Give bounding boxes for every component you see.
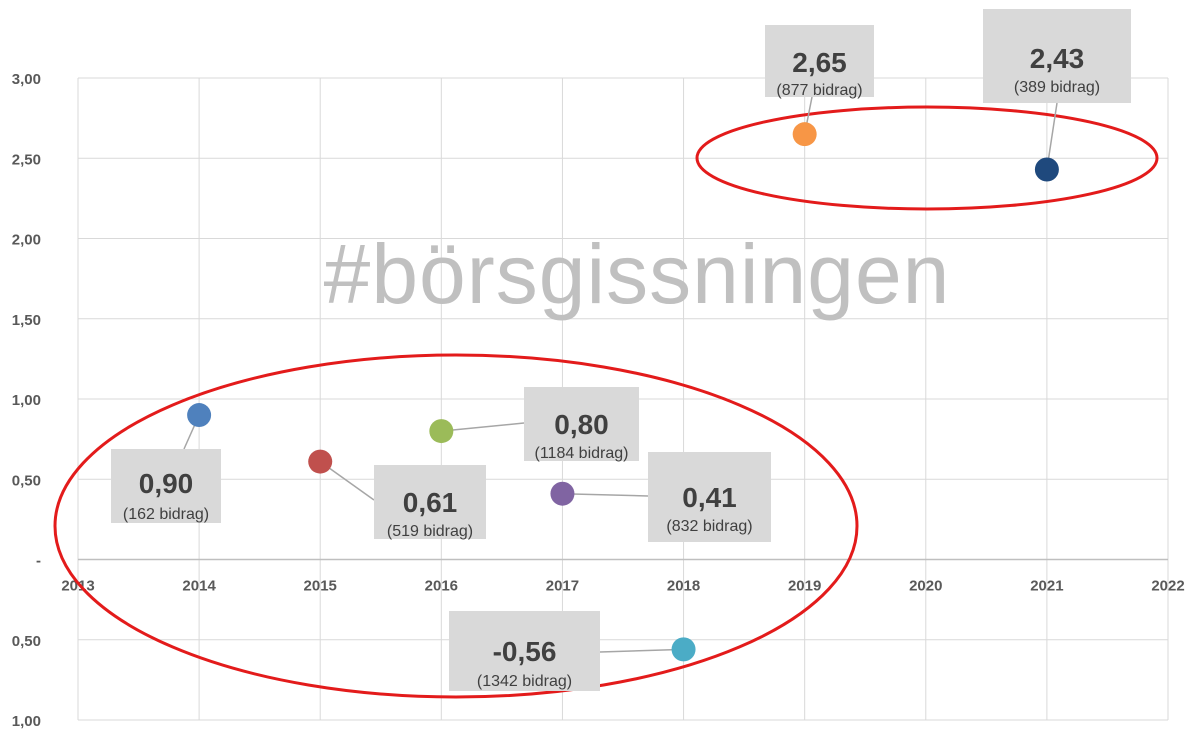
leader-line	[599, 648, 684, 653]
x-tick-label: 2022	[1151, 578, 1184, 595]
y-tick-label: 1,00	[12, 392, 41, 409]
data-point	[308, 449, 333, 474]
x-tick-label: 2014	[182, 578, 216, 595]
y-tick-label: 2,00	[12, 232, 41, 249]
data-label-count: (519 bidrag)	[387, 523, 473, 540]
data-point	[429, 419, 454, 444]
data-label-box	[983, 9, 1131, 103]
data-point	[792, 122, 817, 147]
x-tick-label: 2017	[546, 578, 579, 595]
x-tick-label: 2019	[788, 578, 821, 595]
data-label-count: (832 bidrag)	[666, 518, 752, 535]
data-point	[1034, 157, 1059, 182]
x-tick-label: 2016	[425, 578, 458, 595]
data-label-box	[524, 387, 639, 461]
highlight-ellipse-upper	[695, 105, 1159, 211]
y-tick-label: 0,50	[12, 472, 41, 489]
data-label-value: 0,90	[139, 468, 194, 499]
data-label-value: 0,80	[554, 409, 609, 440]
data-point	[550, 481, 575, 506]
y-tick-label: 1,00	[12, 713, 41, 730]
y-tick-label: 3,00	[12, 71, 41, 88]
data-label-box	[449, 611, 600, 691]
data-label-box	[374, 465, 486, 539]
y-tick-label: 2,50	[12, 151, 41, 168]
leader-line	[562, 492, 649, 497]
data-label-box	[648, 452, 771, 542]
x-tick-label: 2021	[1030, 578, 1063, 595]
data-label-count: (389 bidrag)	[1014, 79, 1100, 96]
data-label-box	[765, 25, 874, 97]
data-points	[187, 122, 1059, 662]
x-tick-label: 2020	[909, 578, 942, 595]
leader-line	[441, 422, 525, 432]
data-label-value: 0,61	[403, 487, 458, 518]
data-point	[187, 403, 212, 428]
data-label-count: (1342 bidrag)	[477, 673, 572, 690]
y-tick-label: -	[36, 553, 41, 570]
data-label-value: 2,43	[1030, 43, 1085, 74]
data-label-count: (162 bidrag)	[123, 506, 209, 523]
y-tick-label: 1,50	[12, 312, 41, 329]
x-tick-label: 2018	[667, 578, 700, 595]
data-point	[671, 637, 696, 662]
x-tick-label: 2013	[61, 578, 94, 595]
data-label-count: (877 bidrag)	[776, 82, 862, 99]
data-label-value: 2,65	[792, 47, 847, 78]
x-tick-label: 2015	[304, 578, 337, 595]
watermark-text: #börsgissningen	[324, 227, 951, 321]
data-label-count: (1184 bidrag)	[535, 445, 629, 462]
highlight-ellipse-lower	[53, 353, 859, 699]
data-labels: 0,90 (162 bidrag) 0,61 (519 bidrag) 0,80 (118…	[111, 9, 1131, 691]
data-label-value: 0,41	[682, 482, 737, 513]
data-label-box	[111, 449, 221, 523]
data-label-value: -0,56	[493, 636, 557, 667]
y-tick-label: 0,50	[12, 633, 41, 650]
